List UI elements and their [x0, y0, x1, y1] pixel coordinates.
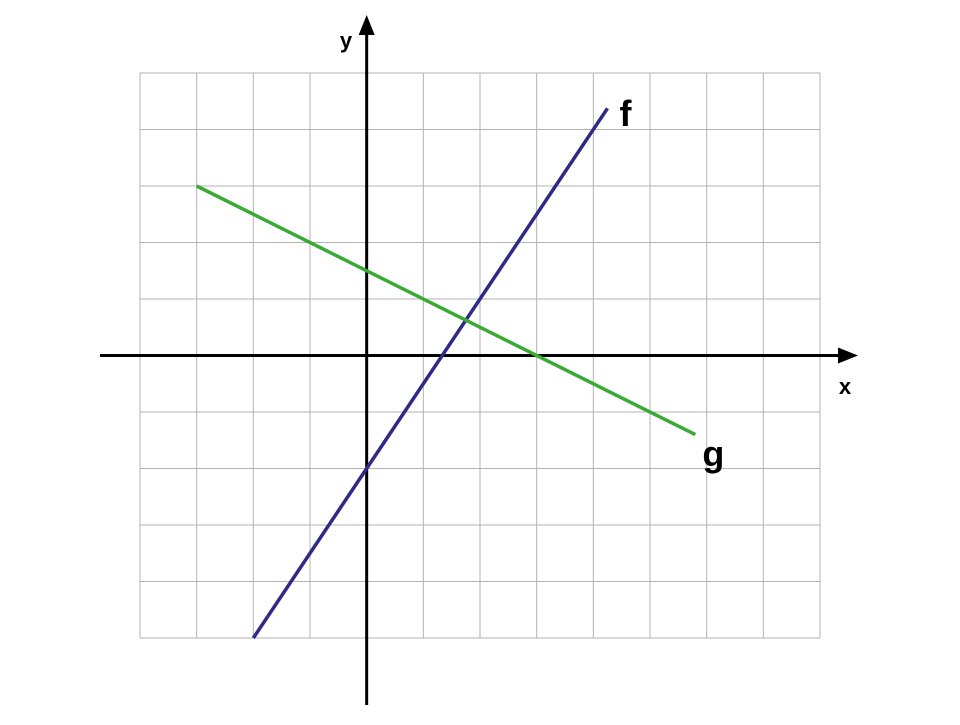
y-axis-arrow [358, 15, 375, 35]
x-axis-label: x [839, 374, 852, 399]
function-line [195, 184, 697, 437]
function-line [251, 107, 609, 639]
function-label: f [620, 93, 633, 134]
x-axis-arrow [838, 347, 858, 364]
function-label: g [702, 433, 724, 474]
y-axis-label: y [340, 28, 353, 53]
